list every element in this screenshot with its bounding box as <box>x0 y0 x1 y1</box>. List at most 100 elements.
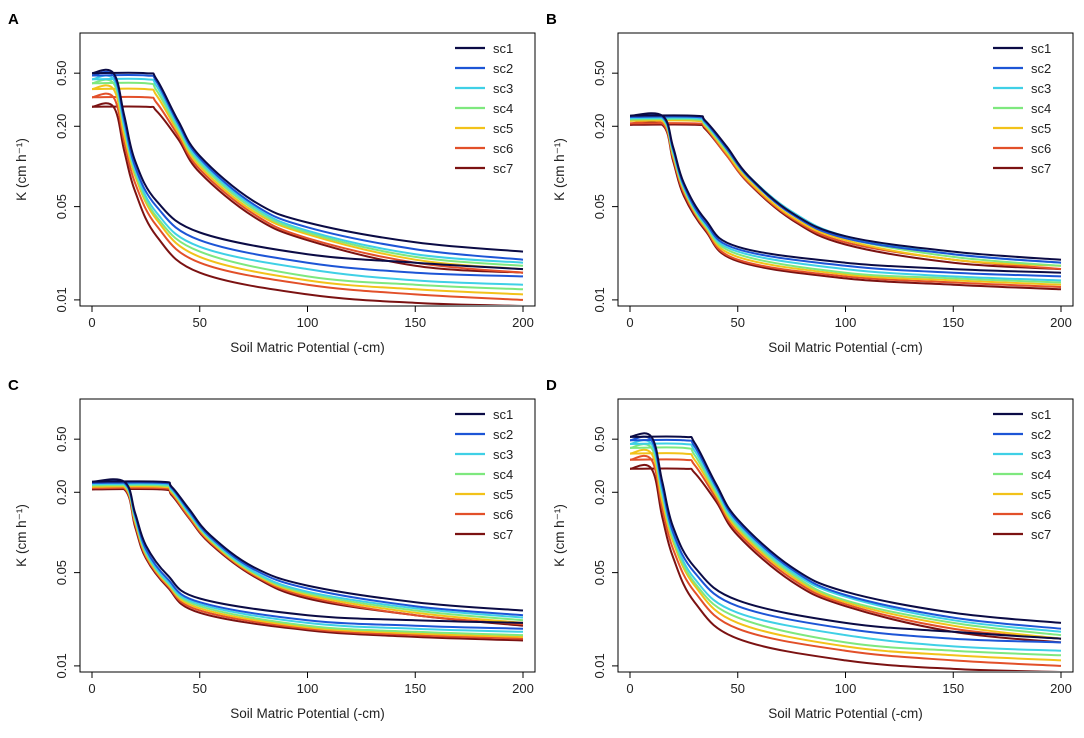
series-line-sc3-lower <box>91 480 524 633</box>
panel-label: D <box>546 377 557 394</box>
x-tick-label: 100 <box>297 681 319 696</box>
x-tick-label: 150 <box>404 681 426 696</box>
series-line-sc7-lower <box>629 463 1062 671</box>
y-tick-label: 0.01 <box>592 653 607 678</box>
y-tick-label: 0.01 <box>54 653 69 678</box>
x-axis-title: Soil Matric Potential (-cm) <box>768 340 923 355</box>
series-line-sc3-upper <box>91 77 524 264</box>
x-tick-label: 200 <box>512 681 534 696</box>
x-tick-label: 0 <box>88 681 95 696</box>
series-line-sc1-upper <box>629 435 1062 624</box>
x-tick-label: 0 <box>626 681 633 696</box>
series-line-sc4-upper <box>91 484 524 622</box>
y-tick-label: 0.20 <box>54 480 69 505</box>
series-line-sc1-upper <box>91 480 524 612</box>
chart-panel-a: A 0 50 100 150 200 0.01 0.05 0.20 0.50 Soil Matric… <box>8 11 536 355</box>
legend-label-sc3: sc3 <box>1031 447 1051 462</box>
y-tick-label: 0.50 <box>54 61 69 86</box>
x-tick-label: 100 <box>835 681 857 696</box>
legend-label-sc6: sc6 <box>1031 507 1051 522</box>
series-line-sc1-upper <box>629 114 1062 261</box>
y-tick-label: 0.05 <box>592 560 607 585</box>
y-tick-label: 0.05 <box>592 194 607 219</box>
x-axis-title: Soil Matric Potential (-cm) <box>768 706 923 721</box>
legend-label-sc2: sc2 <box>493 61 513 76</box>
chart-panel-d: D 0 50 100 150 200 0.01 0.05 0.20 0.50 Soil Matric… <box>546 377 1074 721</box>
legend-label-sc1: sc1 <box>1031 41 1051 56</box>
y-tick-label: 0.01 <box>592 287 607 312</box>
series-line-sc1-lower <box>91 478 524 624</box>
x-tick-label: 0 <box>88 315 95 330</box>
chart-panel-b: B 0 50 100 150 200 0.01 0.05 0.20 0.50 Soil Matric… <box>546 11 1074 355</box>
x-tick-label: 150 <box>404 315 426 330</box>
legend-label-sc2: sc2 <box>1031 427 1051 442</box>
legend-label-sc1: sc1 <box>493 41 513 56</box>
y-tick-label: 0.50 <box>592 427 607 452</box>
x-tick-label: 200 <box>512 315 534 330</box>
series-line-sc6-upper <box>629 122 1062 271</box>
x-tick-label: 50 <box>193 315 207 330</box>
series-line-sc5-upper <box>91 485 524 624</box>
y-tick-label: 0.20 <box>592 480 607 505</box>
y-axis-title: K (cm h⁻¹) <box>14 138 29 201</box>
legend-label-sc6: sc6 <box>493 507 513 522</box>
series-line-sc7-lower <box>91 102 524 305</box>
series-line-sc4-upper <box>629 446 1062 637</box>
legend-label-sc4: sc4 <box>1031 101 1051 116</box>
series-line-sc2-lower <box>629 435 1062 644</box>
x-tick-label: 100 <box>297 315 319 330</box>
series-line-sc5-lower <box>91 84 524 296</box>
series-line-sc2-lower <box>629 113 1062 278</box>
series-line-sc5-lower <box>629 116 1062 286</box>
series-line-sc5-lower <box>91 482 524 638</box>
legend-label-sc3: sc3 <box>493 81 513 96</box>
x-tick-label: 50 <box>731 315 745 330</box>
y-tick-label: 0.20 <box>592 114 607 139</box>
legend-label-sc3: sc3 <box>493 447 513 462</box>
legend-label-sc5: sc5 <box>493 487 513 502</box>
x-tick-label: 200 <box>1050 681 1072 696</box>
panel-label: C <box>8 377 19 394</box>
y-tick-label: 0.50 <box>54 427 69 452</box>
y-tick-label: 0.20 <box>54 114 69 139</box>
legend-label-sc7: sc7 <box>1031 161 1051 176</box>
series-line-sc1-upper <box>91 71 524 253</box>
series-line-sc5-upper <box>629 452 1062 640</box>
legend-label-sc5: sc5 <box>1031 487 1051 502</box>
series-line-sc6-upper <box>91 486 524 626</box>
x-axis-title: Soil Matric Potential (-cm) <box>230 340 385 355</box>
y-axis-title: K (cm h⁻¹) <box>552 138 567 201</box>
legend-label-sc4: sc4 <box>493 101 513 116</box>
panel-label: A <box>8 11 19 28</box>
legend-label-sc6: sc6 <box>1031 141 1051 156</box>
series-line-sc1-lower <box>91 68 524 271</box>
x-tick-label: 0 <box>626 315 633 330</box>
series-line-sc7-upper <box>91 105 524 274</box>
y-tick-label: 0.01 <box>54 287 69 312</box>
legend-label-sc4: sc4 <box>1031 467 1051 482</box>
y-axis-title: K (cm h⁻¹) <box>552 504 567 567</box>
series-line-sc5-upper <box>629 119 1062 267</box>
legend-label-sc5: sc5 <box>493 121 513 136</box>
series-line-sc5-lower <box>629 448 1062 662</box>
legend-label-sc6: sc6 <box>493 141 513 156</box>
y-axis-title: K (cm h⁻¹) <box>14 504 29 567</box>
series-line-sc6-upper <box>629 458 1062 640</box>
x-tick-label: 150 <box>942 681 964 696</box>
series-line-sc4-upper <box>91 81 524 267</box>
x-tick-label: 200 <box>1050 315 1072 330</box>
panel-label: B <box>546 11 557 28</box>
y-tick-label: 0.05 <box>54 194 69 219</box>
series-line-sc2-upper <box>91 74 524 261</box>
x-tick-label: 50 <box>193 681 207 696</box>
legend-label-sc2: sc2 <box>1031 61 1051 76</box>
series-line-sc3-upper <box>91 482 524 619</box>
chart-panel-c: C 0 50 100 150 200 0.01 0.05 0.20 0.50 Soil Matric… <box>8 377 536 721</box>
legend-label-sc2: sc2 <box>493 427 513 442</box>
legend-label-sc5: sc5 <box>1031 121 1051 136</box>
series-line-sc2-upper <box>629 438 1062 630</box>
series-line-sc5-upper <box>91 87 524 271</box>
legend-label-sc4: sc4 <box>493 467 513 482</box>
series-line-sc6-lower <box>91 92 524 301</box>
